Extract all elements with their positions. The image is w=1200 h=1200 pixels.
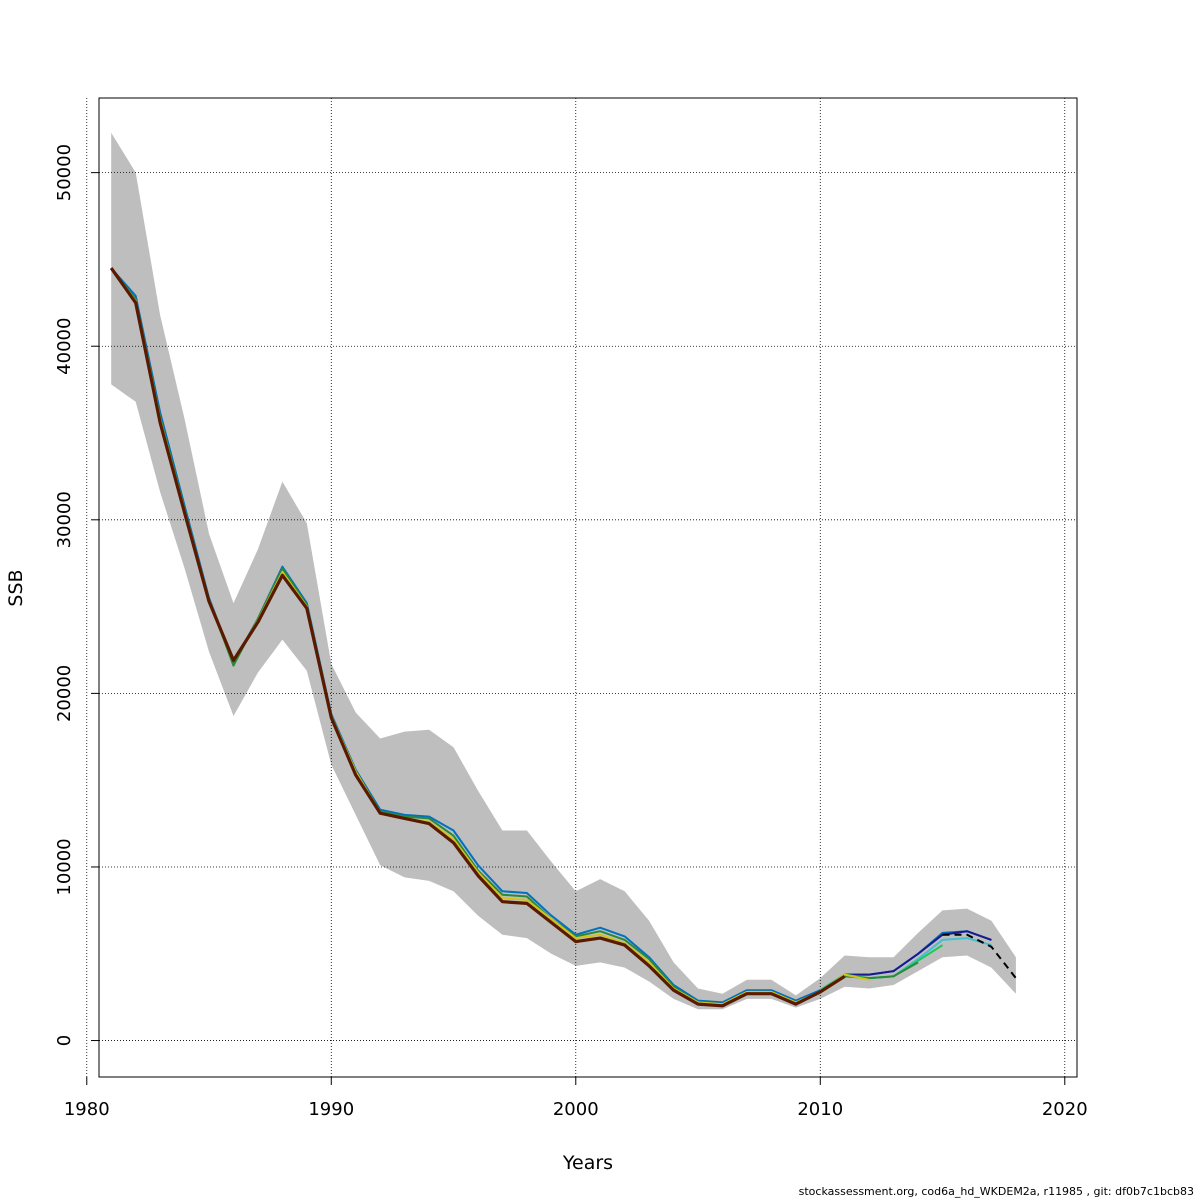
x-tick-label: 1980 xyxy=(64,1099,110,1120)
x-tick-label: 2010 xyxy=(797,1099,843,1120)
plot-frame xyxy=(98,97,1078,1078)
y-tick-label: 40000 xyxy=(54,318,75,375)
confidence-band-layer xyxy=(111,132,1016,1010)
x-tick-label: 2000 xyxy=(553,1099,599,1120)
y-tick-label: 0 xyxy=(54,1035,75,1046)
y-axis-title: SSB xyxy=(5,569,27,606)
grid-layer xyxy=(86,98,1077,1077)
confidence-band xyxy=(111,132,1016,1010)
y-tick-label: 50000 xyxy=(54,144,75,201)
y-tick-label: 10000 xyxy=(54,838,75,895)
x-tick-label: 2020 xyxy=(1042,1099,1088,1120)
series-line xyxy=(109,267,846,1008)
y-tick-label: 20000 xyxy=(54,665,75,722)
axis-layer: 1980 1990 2000 2010 2020 0 10000 20000 30000 4000… xyxy=(54,144,1088,1120)
series-line xyxy=(844,930,992,976)
x-tick-label: 1990 xyxy=(308,1099,354,1120)
y-tick-label: 30000 xyxy=(54,491,75,548)
x-axis-title: Years xyxy=(562,1152,613,1174)
series-layer xyxy=(109,267,1017,1008)
footer-credit: stockassessment.org, cod6a_hd_WKDEM2a, r… xyxy=(798,1185,1194,1198)
series-line xyxy=(942,933,1017,979)
